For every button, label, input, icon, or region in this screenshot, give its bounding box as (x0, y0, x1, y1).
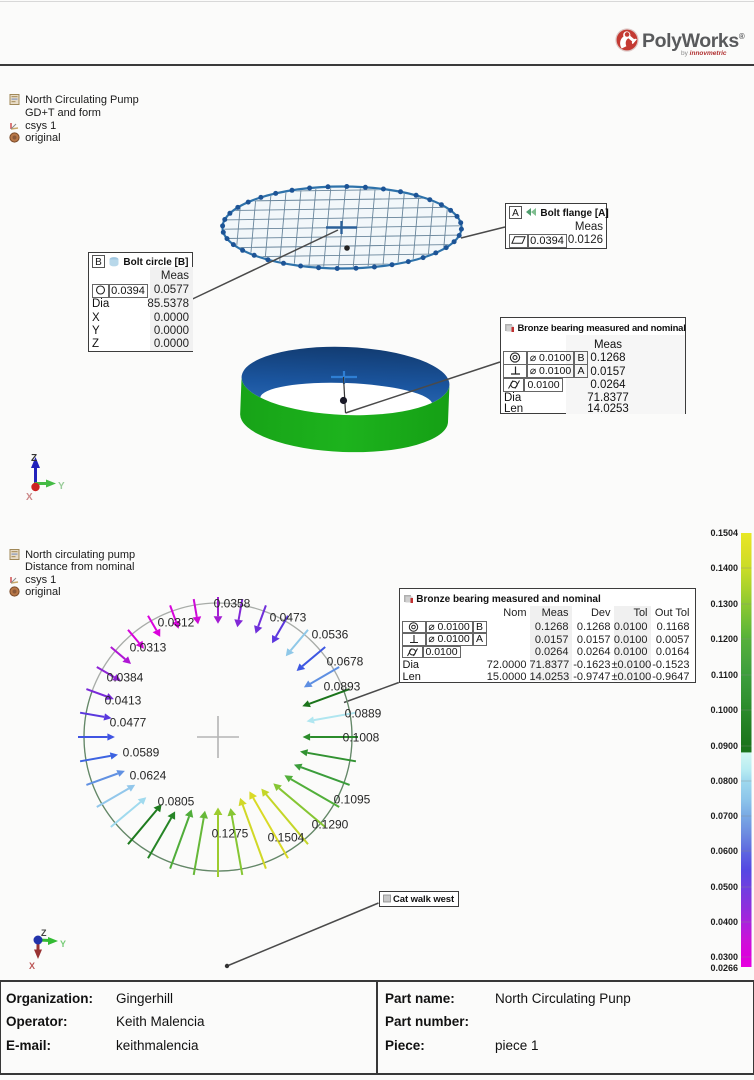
svg-text:0.1200: 0.1200 (710, 634, 738, 644)
svg-text:X: X (26, 492, 33, 503)
svg-text:0.0500: 0.0500 (710, 882, 738, 892)
svg-text:0.0300: 0.0300 (710, 952, 738, 962)
svg-text:X: X (29, 961, 35, 971)
svg-text:0.0893: 0.0893 (324, 680, 361, 694)
svg-text:0.0477: 0.0477 (110, 716, 147, 730)
svg-text:0.0900: 0.0900 (710, 741, 738, 751)
svg-text:0.1095: 0.1095 (334, 793, 371, 807)
svg-text:0.0536: 0.0536 (312, 628, 349, 642)
svg-text:0.0800: 0.0800 (710, 776, 738, 786)
svg-text:0.0889: 0.0889 (345, 707, 382, 721)
svg-text:0.1275: 0.1275 (212, 827, 249, 841)
svg-text:Y: Y (58, 481, 65, 492)
svg-text:0.0589: 0.0589 (123, 746, 160, 760)
svg-text:0.0384: 0.0384 (107, 671, 144, 685)
svg-text:Y: Y (60, 939, 66, 949)
svg-text:0.1000: 0.1000 (710, 705, 738, 715)
svg-text:0.0600: 0.0600 (710, 846, 738, 856)
svg-text:0.0313: 0.0313 (130, 641, 167, 655)
svg-text:0.0266: 0.0266 (710, 963, 738, 973)
svg-text:0.0805: 0.0805 (158, 795, 195, 809)
svg-text:0.0678: 0.0678 (327, 655, 364, 669)
svg-text:0.1008: 0.1008 (343, 731, 380, 745)
svg-text:0.0624: 0.0624 (130, 769, 167, 783)
svg-text:0.0358: 0.0358 (214, 597, 251, 611)
svg-text:0.0700: 0.0700 (710, 811, 738, 821)
svg-text:0.0312: 0.0312 (158, 616, 195, 630)
svg-text:0.1300: 0.1300 (710, 599, 738, 609)
svg-text:0.1504: 0.1504 (710, 528, 738, 538)
svg-text:0.0473: 0.0473 (270, 611, 307, 625)
svg-text:0.1290: 0.1290 (312, 818, 349, 832)
svg-text:0.1100: 0.1100 (711, 670, 738, 680)
svg-text:Z: Z (31, 453, 37, 464)
svg-text:0.0400: 0.0400 (710, 917, 738, 927)
svg-text:0.1400: 0.1400 (710, 563, 738, 573)
svg-text:0.1504: 0.1504 (268, 831, 305, 845)
svg-text:0.0413: 0.0413 (105, 694, 142, 708)
svg-text:Z: Z (41, 928, 47, 938)
